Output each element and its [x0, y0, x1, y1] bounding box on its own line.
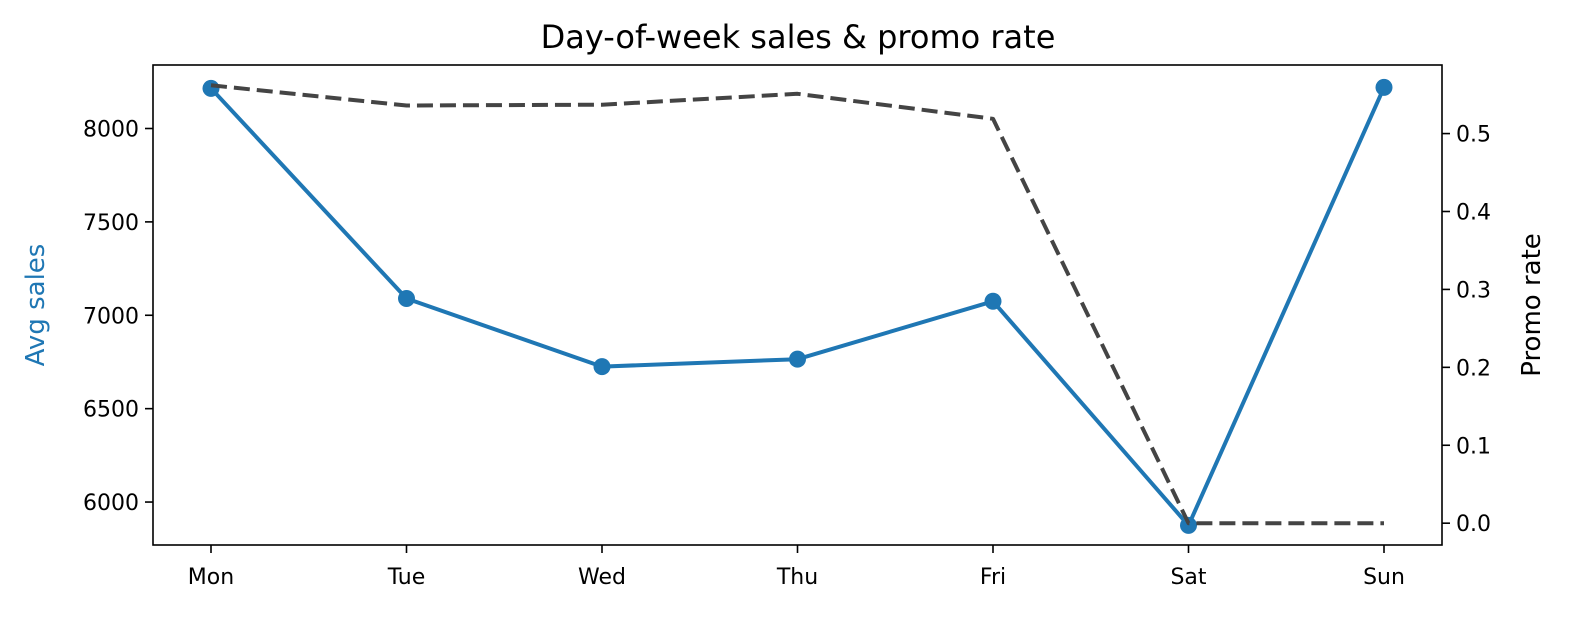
y-left-tick-label: 8000 — [83, 118, 139, 143]
y-left-tick-label: 7000 — [83, 304, 139, 329]
x-axis: Mon Tue Wed Thu Fri Sat Sun — [188, 545, 1405, 590]
x-tick-label: Fri — [980, 565, 1006, 590]
y-right-tick-label: 0.3 — [1456, 278, 1491, 303]
promo-rate-line — [210, 83, 1384, 526]
x-tick-label: Tue — [387, 565, 426, 590]
y-right-axis: 0.0 0.1 0.2 0.3 0.4 0.5 — [1442, 123, 1491, 537]
y-left-tick-label: 6500 — [83, 398, 139, 423]
x-tick-label: Sun — [1363, 565, 1405, 590]
avg-sales-point — [1180, 516, 1197, 534]
plot-frame — [152, 64, 1443, 546]
y-left-tick-label: 7500 — [83, 211, 139, 236]
avg-sales-line — [209, 86, 1386, 528]
plot-area — [152, 64, 1443, 546]
chart-title: Day-of-week sales & promo rate — [541, 18, 1056, 56]
y-right-axis-title: Promo rate — [1517, 233, 1547, 377]
y-left-axis: 6000 6500 7000 7500 8000 — [83, 118, 153, 516]
x-tick-label: Mon — [188, 565, 234, 590]
x-tick-label: Wed — [578, 565, 626, 590]
x-tick-label: Thu — [776, 565, 818, 590]
avg-sales-point — [593, 358, 611, 376]
avg-sales-point — [202, 79, 220, 97]
avg-sales-point — [789, 350, 806, 368]
avg-sales-point — [398, 289, 415, 307]
y-left-axis-title: Avg sales — [21, 244, 51, 367]
y-left-tick-label: 6000 — [83, 491, 139, 516]
y-right-tick-label: 0.4 — [1456, 200, 1491, 225]
series-layer — [202, 78, 1393, 534]
y-right-tick-label: 0.5 — [1456, 123, 1491, 148]
x-tick-label: Sat — [1170, 565, 1206, 590]
avg-sales-point — [984, 292, 1002, 310]
y-right-tick-label: 0.1 — [1456, 434, 1491, 459]
avg-sales-point — [1375, 78, 1393, 96]
y-right-tick-label: 0.0 — [1456, 512, 1491, 537]
y-right-tick-label: 0.2 — [1456, 356, 1491, 381]
